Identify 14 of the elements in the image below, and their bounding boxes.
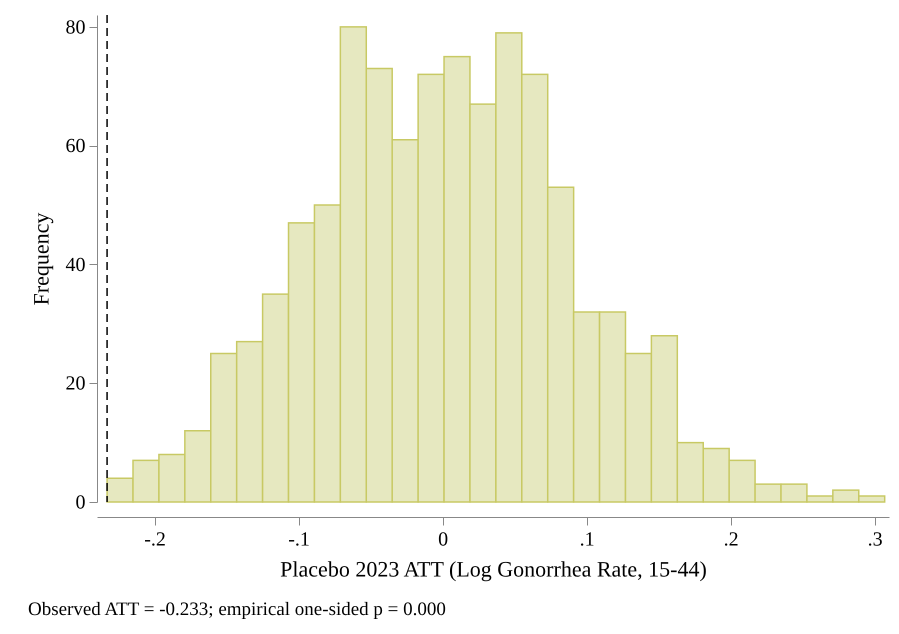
text: Observed ATT = -0.233; empirical one-sided p = 0.000 [28,599,446,620]
y-tick-label: 20 [66,372,86,395]
x-tick-label: .2 [724,528,739,550]
y-axis-title: Frequency [28,212,54,306]
x-axis-title: Placebo 2023 ATT (Log Gonorrhea Rate, 15-44) [280,556,707,582]
x-tick-label: 0 [438,528,448,550]
x-tick-label: .1 [580,528,595,550]
y-tick-label: 80 [66,16,86,38]
y-tick-label: 60 [66,135,86,158]
y-tick-label: 0 [76,492,86,514]
x-tick-label: -.2 [144,528,166,550]
y-tick-label: 40 [66,254,86,276]
x-tick-label: .3 [868,528,883,550]
x-tick-label: -.1 [288,528,310,550]
